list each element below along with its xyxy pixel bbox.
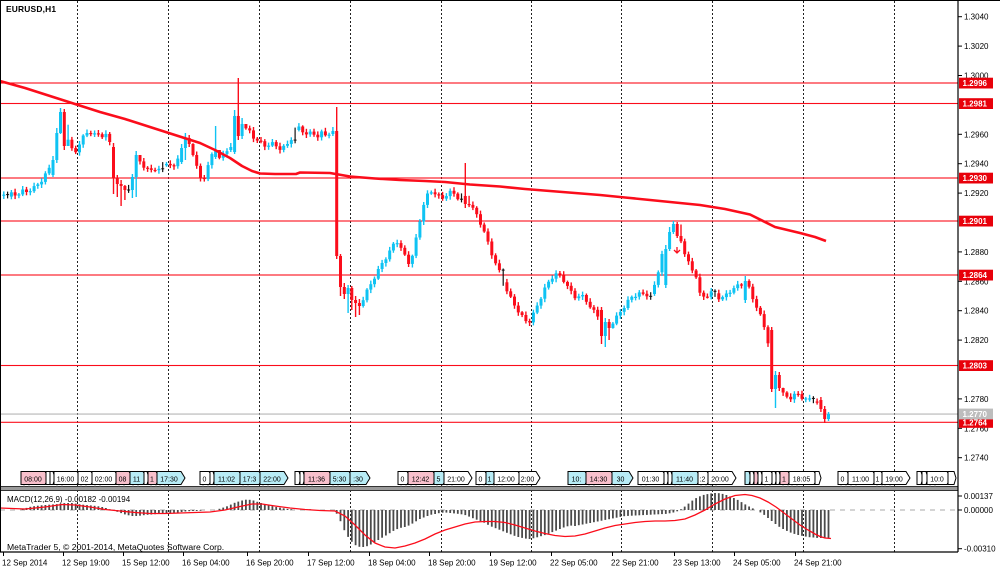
svg-text:1.3040: 1.3040 [964,13,989,22]
svg-text:2:00: 2:00 [521,476,535,483]
svg-text:10:: 10: [572,476,582,483]
svg-text:EURUSD,H1: EURUSD,H1 [6,4,56,14]
svg-text:1.2760: 1.2760 [964,424,989,433]
svg-text:02: 02 [81,476,89,483]
svg-text:1.2780: 1.2780 [964,395,989,404]
svg-text:11:02: 11:02 [218,476,235,483]
svg-text:12 Sep 19:00: 12 Sep 19:00 [62,559,110,568]
svg-text:0: 0 [203,476,207,483]
svg-text:0.00000: 0.00000 [964,506,993,515]
svg-text:0: 0 [401,476,405,483]
svg-text:18 Sep 04:00: 18 Sep 04:00 [368,559,416,568]
svg-text:1.2920: 1.2920 [964,189,989,198]
svg-text:0: 0 [841,476,845,483]
svg-text:1.2981: 1.2981 [963,100,988,109]
svg-text:MetaTrader 5, © 2001-2014, Met: MetaTrader 5, © 2001-2014, MetaQuotes So… [7,542,224,552]
svg-text:30: 30 [617,476,625,483]
svg-text:5:30: 5:30 [333,476,347,483]
svg-text:-0.00310: -0.00310 [964,545,996,554]
svg-text:1.2930: 1.2930 [963,174,988,183]
svg-text:11:00: 11:00 [852,476,869,483]
svg-text:1.2901: 1.2901 [963,217,988,226]
svg-text:08:00: 08:00 [24,476,42,483]
svg-text:1.2880: 1.2880 [964,248,989,257]
svg-text:0.00137: 0.00137 [964,492,993,501]
svg-text:02:00: 02:00 [95,476,113,483]
svg-text:1.2960: 1.2960 [964,130,989,139]
svg-text:1.2770: 1.2770 [963,410,988,419]
svg-text:22:00: 22:00 [263,476,281,483]
svg-text:17:3: 17:3 [243,476,257,483]
svg-text:11:40: 11:40 [676,476,693,483]
svg-text:1.2940: 1.2940 [964,160,989,169]
svg-text:1: 1 [876,476,880,483]
svg-text:1.2764: 1.2764 [963,418,988,427]
svg-text:12:42: 12:42 [412,476,430,483]
svg-text:19:00: 19:00 [885,476,903,483]
svg-text:16:00: 16:00 [57,476,75,483]
svg-text:19 Sep 12:00: 19 Sep 12:00 [489,559,537,568]
svg-text:5: 5 [437,476,441,483]
svg-text:18:05: 18:05 [793,476,811,483]
svg-text:16 Sep 04:00: 16 Sep 04:00 [182,559,230,568]
svg-text:1.2840: 1.2840 [964,307,989,316]
svg-text:24 Sep 05:00: 24 Sep 05:00 [733,559,781,568]
svg-text:16 Sep 20:00: 16 Sep 20:00 [246,559,294,568]
svg-text:1.3020: 1.3020 [964,42,989,51]
svg-text:08: 08 [119,476,127,483]
svg-text:17 Sep 12:00: 17 Sep 12:00 [307,559,355,568]
svg-text:23 Sep 13:00: 23 Sep 13:00 [673,559,721,568]
svg-text:22 Sep 05:00: 22 Sep 05:00 [550,559,598,568]
svg-text:1.3000: 1.3000 [964,72,989,81]
svg-text:1.2740: 1.2740 [964,454,989,463]
svg-text:01:30: 01:30 [642,476,660,483]
svg-text:21:00: 21:00 [447,476,465,483]
svg-text:1.2803: 1.2803 [963,362,988,371]
svg-text:18 Sep 20:00: 18 Sep 20:00 [428,559,476,568]
svg-text:1.2860: 1.2860 [964,277,989,286]
svg-text:1: 1 [782,476,786,483]
svg-text:11:36: 11:36 [308,476,325,483]
svg-text:14:30: 14:30 [590,476,608,483]
svg-text:12:00: 12:00 [497,476,515,483]
svg-text:1.2864: 1.2864 [963,271,988,280]
svg-text:15 Sep 12:00: 15 Sep 12:00 [122,559,170,568]
svg-text:1: 1 [488,476,492,483]
svg-text::2: :2 [700,476,706,483]
svg-text:1.2996: 1.2996 [963,79,988,88]
svg-text:20:00: 20:00 [711,476,729,483]
svg-text:1: 1 [150,476,154,483]
svg-text:24 Sep 21:00: 24 Sep 21:00 [794,559,842,568]
svg-text:MACD(12,26,9) -0.00182 -0.0019: MACD(12,26,9) -0.00182 -0.00194 [7,495,131,504]
svg-text:11: 11 [133,476,140,483]
svg-text:0: 0 [479,476,483,483]
svg-text:22 Sep 21:00: 22 Sep 21:00 [611,559,659,568]
svg-text::30: :30 [353,476,363,483]
svg-text:1.2820: 1.2820 [964,336,989,345]
svg-text:1: 1 [765,476,769,483]
svg-text:12 Sep 2014: 12 Sep 2014 [2,559,48,568]
svg-text:10:0: 10:0 [930,476,944,483]
svg-text:17:30: 17:30 [160,476,178,483]
